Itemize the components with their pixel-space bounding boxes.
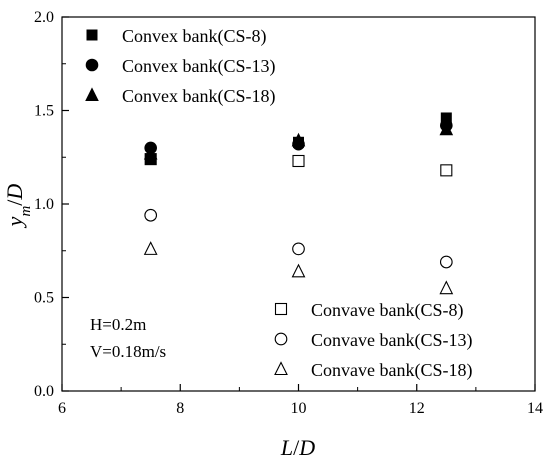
x-tick-label: 8 bbox=[176, 400, 184, 417]
data-point-open-circle bbox=[292, 242, 305, 256]
x-tick-label: 6 bbox=[58, 400, 66, 417]
data-point-filled-triangle bbox=[291, 132, 306, 147]
legend-label: Convave bank(CS-13) bbox=[311, 330, 472, 351]
legend-marker bbox=[85, 58, 99, 72]
annotation-height: H=0.2m bbox=[90, 315, 146, 334]
x-axis: 6 8 10 12 14 bbox=[58, 384, 543, 417]
y-axis: 0.0 0.5 1.0 1.5 2.0 bbox=[34, 9, 69, 400]
legend-marker bbox=[274, 302, 288, 316]
data-point-open-triangle bbox=[439, 280, 454, 295]
data-point-open-square bbox=[292, 154, 305, 168]
legend-label: Convave bank(CS-18) bbox=[311, 360, 472, 381]
x-tick-label: 12 bbox=[409, 400, 425, 417]
legend-label: Convex bank(CS-8) bbox=[122, 26, 266, 47]
y-tick-label: 0.5 bbox=[34, 290, 54, 307]
legend-marker bbox=[86, 29, 98, 41]
data-points bbox=[143, 112, 454, 295]
y-axis-title: ym/D bbox=[2, 184, 34, 229]
y-tick-label: 1.0 bbox=[34, 196, 54, 213]
x-axis-title: L/D bbox=[280, 435, 315, 460]
data-point-open-circle bbox=[439, 255, 453, 269]
legend-label: Convex bank(CS-13) bbox=[122, 56, 275, 77]
y-tick-label: 0.0 bbox=[34, 383, 54, 400]
data-point-filled-triangle bbox=[143, 145, 158, 160]
y-tick-label: 1.5 bbox=[34, 103, 54, 120]
x-tick-label: 14 bbox=[527, 400, 543, 417]
x-tick-label: 10 bbox=[291, 400, 307, 417]
legend-marker bbox=[274, 361, 288, 376]
annotation-velocity: V=0.18m/s bbox=[90, 342, 166, 361]
legend: Convex bank(CS-8) Convex bank(CS-13) Conve… bbox=[85, 26, 472, 381]
data-point-open-triangle bbox=[143, 241, 158, 255]
legend-label: Convave bank(CS-8) bbox=[311, 300, 463, 321]
data-point-filled-triangle bbox=[439, 121, 454, 136]
legend-label: Convex bank(CS-18) bbox=[122, 86, 275, 107]
data-point-open-triangle bbox=[291, 263, 306, 278]
y-tick-label: 2.0 bbox=[34, 9, 54, 26]
data-point-open-circle bbox=[144, 208, 158, 222]
legend-marker bbox=[85, 87, 99, 101]
legend-marker bbox=[274, 332, 288, 346]
data-point-open-square bbox=[440, 164, 453, 177]
